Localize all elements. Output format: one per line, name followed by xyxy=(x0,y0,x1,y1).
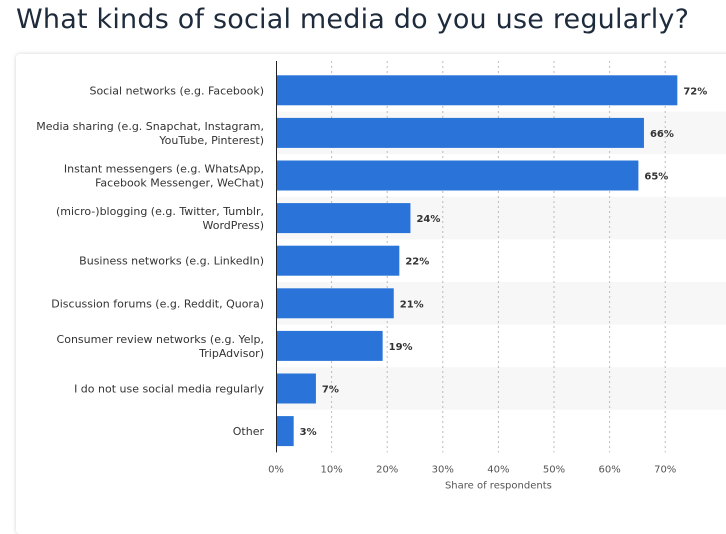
x-tick-label: 10% xyxy=(320,464,342,475)
value-label: 7% xyxy=(322,385,339,396)
category-label: Discussion forums (e.g. Reddit, Quora) xyxy=(51,297,264,310)
category-label: Social networks (e.g. Facebook) xyxy=(89,84,264,97)
x-tick-label: 70% xyxy=(654,464,676,475)
x-tick-label: 50% xyxy=(543,464,565,475)
x-tick-label: 20% xyxy=(376,464,398,475)
category-label: (micro-)blogging (e.g. Twitter, Tumblr, W… xyxy=(56,205,264,232)
category-label: Business networks (e.g. LinkedIn) xyxy=(79,255,264,268)
x-axis-title-group: Share of respondents xyxy=(445,480,552,491)
category-label: Media sharing (e.g. Snapchat, Instagram,… xyxy=(36,120,264,147)
value-label: 22% xyxy=(405,257,429,268)
row-band xyxy=(276,367,726,410)
x-tick-label: 40% xyxy=(487,464,509,475)
bar xyxy=(277,75,678,106)
bar xyxy=(277,330,383,361)
bars xyxy=(277,75,678,447)
x-tick-label: 0% xyxy=(268,464,284,475)
x-tick-label: 30% xyxy=(432,464,454,475)
chart-card: Social networks (e.g. Facebook) Media sha… xyxy=(16,54,726,534)
value-label: 66% xyxy=(650,129,674,140)
category-label: Instant messengers (e.g. WhatsApp, Facebo… xyxy=(64,163,264,190)
bar xyxy=(277,416,294,447)
bar xyxy=(277,373,316,404)
x-axis-title: Share of respondents xyxy=(445,480,552,491)
value-label: 19% xyxy=(389,342,413,353)
value-label: 72% xyxy=(683,86,707,97)
category-label: I do not use social media regularly xyxy=(74,383,264,396)
bar xyxy=(277,245,400,276)
value-labels: 72% 66% 65% 24% 22% 21% 19% 7% 3% xyxy=(300,86,708,438)
value-label: 65% xyxy=(644,172,668,183)
x-tick-label: 60% xyxy=(598,464,620,475)
bar xyxy=(277,203,411,234)
x-tick-labels: 0% 10% 20% 30% 40% 50% 60% 70% xyxy=(268,464,676,475)
page-title: What kinds of social media do you use re… xyxy=(16,4,690,35)
value-label: 21% xyxy=(400,299,424,310)
value-label: 24% xyxy=(416,214,440,225)
category-labels: Social networks (e.g. Facebook) Media sha… xyxy=(36,84,264,438)
bar xyxy=(277,160,639,191)
bar xyxy=(277,288,394,319)
category-label: Other xyxy=(233,425,265,438)
bar-chart: Social networks (e.g. Facebook) Media sha… xyxy=(36,61,726,491)
category-label: Consumer review networks (e.g. Yelp, Trip… xyxy=(57,333,264,360)
bar xyxy=(277,117,644,148)
value-label: 3% xyxy=(300,427,317,438)
